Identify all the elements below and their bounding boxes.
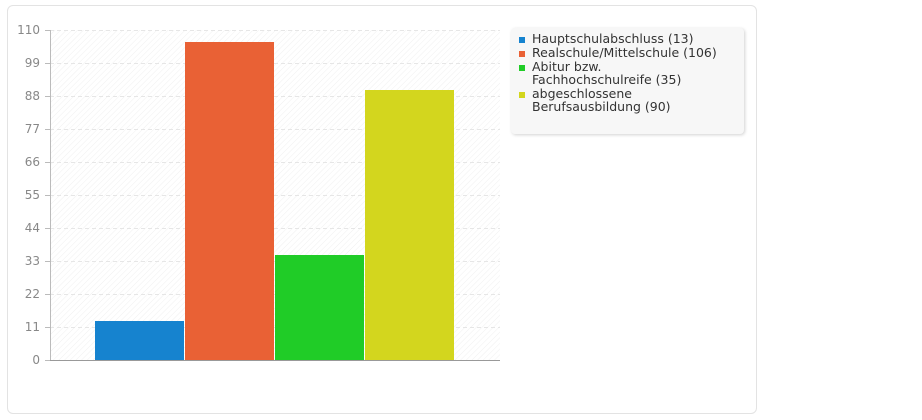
y-tick-label: 44 [25, 221, 40, 235]
y-tick-label: 0 [32, 353, 40, 367]
legend-item[interactable]: Hauptschulabschluss (13) [519, 32, 738, 45]
legend-label: Abitur bzw. Fachhochschulreife (35) [532, 59, 682, 87]
legend-label: Hauptschulabschluss (13) [532, 31, 694, 46]
legend-label: abgeschlossene Berufsausbildung (90) [532, 86, 671, 114]
legend-swatch [519, 37, 525, 43]
legend-label: Realschule/Mittelschule (106) [532, 45, 717, 60]
bar[interactable] [365, 90, 454, 360]
chart-legend: Hauptschulabschluss (13) Realschule/Mitt… [511, 28, 744, 134]
bars [95, 42, 454, 360]
y-tick-label: 55 [25, 188, 40, 202]
y-tick-label: 77 [25, 122, 40, 136]
legend-item[interactable]: Realschule/Mittelschule (106) [519, 46, 738, 59]
y-tick-label: 110 [17, 23, 40, 37]
y-tick-label: 99 [25, 56, 40, 70]
y-tick-label: 33 [25, 254, 40, 268]
y-axis-ticks: 0 11 22 33 44 55 66 77 88 99 110 [17, 23, 50, 367]
legend-item[interactable]: Abitur bzw. Fachhochschulreife (35) [519, 60, 738, 86]
legend-swatch [519, 92, 525, 98]
y-tick-label: 88 [25, 89, 40, 103]
y-tick-label: 22 [25, 287, 40, 301]
bar[interactable] [275, 255, 364, 360]
legend-swatch [519, 51, 525, 57]
y-tick-label: 11 [25, 320, 40, 334]
y-tick-label: 66 [25, 155, 40, 169]
legend-item[interactable]: abgeschlossene Berufsausbildung (90) [519, 87, 738, 113]
legend-swatch [519, 65, 525, 71]
bar[interactable] [185, 42, 274, 360]
bar[interactable] [95, 321, 184, 360]
